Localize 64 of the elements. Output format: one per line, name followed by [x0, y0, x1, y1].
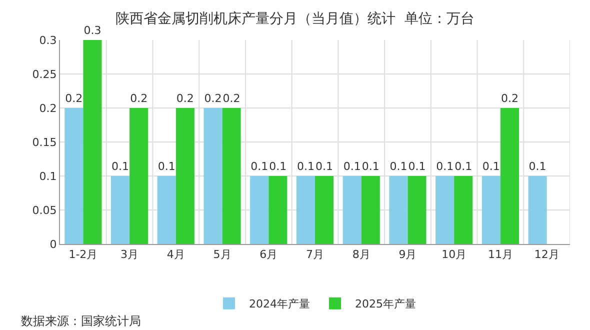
bar [500, 108, 519, 244]
data-label: 0.1 [296, 160, 314, 173]
y-tick-label: 0 [50, 238, 57, 251]
x-tick-label: 5月 [213, 248, 232, 262]
x-tick-label: 9月 [398, 248, 417, 262]
bar [389, 176, 408, 244]
bar [361, 176, 380, 244]
x-tick-label: 1-2月 [68, 248, 98, 262]
data-label: 0.2 [130, 92, 148, 105]
bar [222, 108, 241, 244]
x-tick-label: 4月 [166, 248, 185, 262]
bar [64, 108, 84, 244]
bar [454, 176, 473, 244]
data-label: 0.2 [176, 92, 194, 105]
y-tick-label: 0.15 [32, 136, 57, 149]
data-label: 0.3 [84, 24, 102, 37]
bar [436, 176, 454, 244]
source-note: 数据来源：国家统计局 [21, 314, 141, 328]
data-label: 0.1 [436, 160, 454, 173]
bar [111, 176, 130, 244]
data-label: 0.2 [65, 92, 83, 105]
bar [482, 176, 500, 244]
data-label: 0.1 [408, 160, 426, 173]
bar [157, 176, 176, 244]
legend-label: 2025年产量 [355, 298, 416, 311]
bar [408, 176, 426, 244]
data-label: 0.1 [316, 160, 334, 173]
data-label: 0.1 [158, 160, 176, 173]
y-tick-label: 0.25 [32, 68, 57, 81]
data-label: 0.1 [250, 160, 268, 173]
data-label: 0.1 [362, 160, 380, 173]
x-tick-label: 7月 [306, 248, 324, 262]
bar [315, 176, 334, 244]
legend-label: 2024年产量 [249, 298, 310, 311]
bar [250, 176, 269, 244]
bar [296, 176, 315, 244]
bar [176, 108, 194, 244]
bar [528, 176, 547, 244]
bar [204, 108, 222, 244]
data-label: 0.1 [112, 160, 130, 173]
x-tick-label: 6月 [260, 248, 278, 262]
y-tick-label: 0.1 [39, 170, 57, 183]
x-tick-label: 8月 [352, 248, 370, 262]
data-label: 0.2 [222, 92, 240, 105]
y-tick-label: 0.2 [39, 102, 57, 115]
data-label: 0.1 [269, 160, 287, 173]
data-label: 0.2 [204, 92, 222, 105]
x-tick-label: 10月 [442, 248, 467, 262]
chart-title: 陕西省金属切削机床产量分月（当月值）统计 单位：万台 [116, 11, 474, 27]
bar [268, 176, 288, 244]
bar [342, 176, 362, 244]
bar [83, 40, 102, 244]
data-label: 0.2 [500, 92, 518, 105]
bar [130, 108, 148, 244]
y-tick-label: 0.3 [39, 34, 57, 47]
data-label: 0.1 [390, 160, 408, 173]
data-label: 0.1 [528, 160, 546, 173]
data-label: 0.1 [343, 160, 361, 173]
x-tick-label: 12月 [534, 248, 560, 262]
data-label: 0.1 [482, 160, 500, 173]
data-label: 0.1 [454, 160, 472, 173]
x-tick-label: 3月 [120, 248, 139, 262]
y-tick-label: 0.05 [32, 204, 57, 217]
x-tick-label: 11月 [488, 248, 513, 262]
